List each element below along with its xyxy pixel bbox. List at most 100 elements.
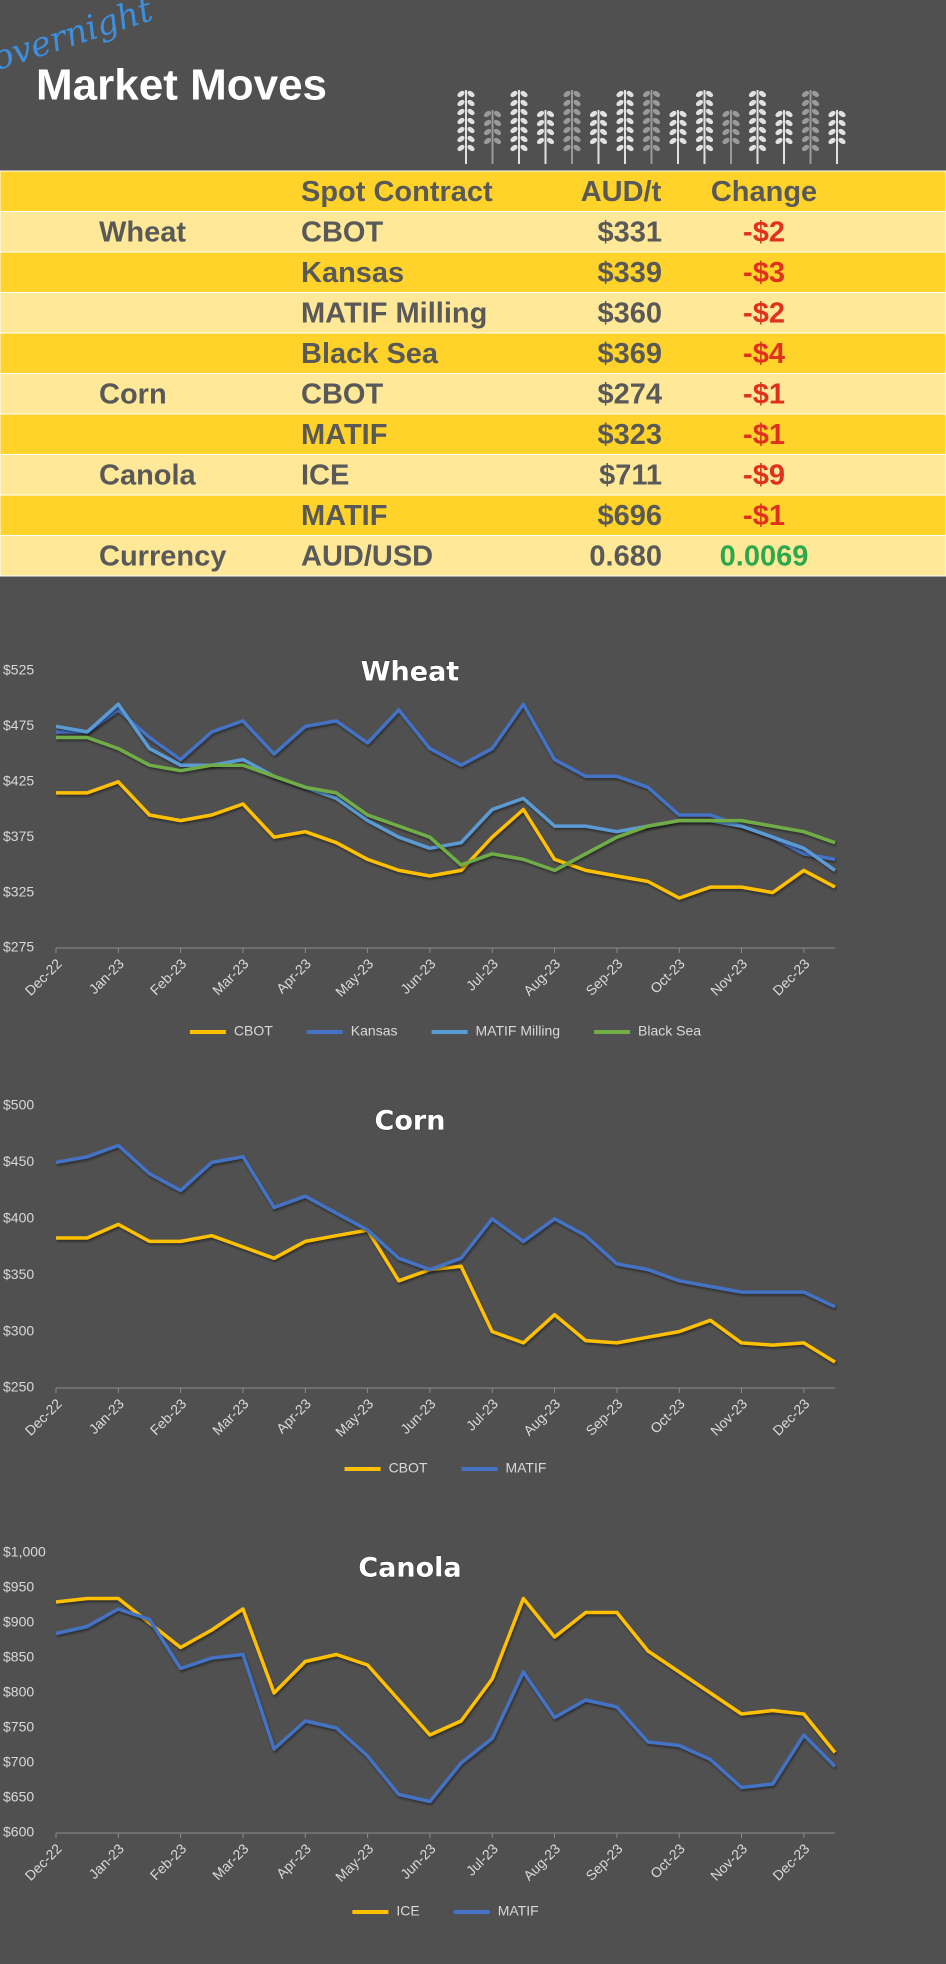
wheat-grain (563, 126, 571, 134)
wheat-grain (563, 144, 571, 152)
wheat-grain (616, 117, 624, 125)
wheat-grain (510, 135, 518, 143)
wheat-grain (775, 137, 783, 145)
wheat-grain (838, 119, 846, 127)
wheat-grain (589, 128, 598, 136)
wheat-grain (626, 99, 634, 107)
wheat-grain (785, 137, 793, 145)
series-line (56, 735, 836, 873)
wheat-grain (801, 108, 810, 116)
wheat-grain (652, 108, 661, 116)
wheat-grain (722, 119, 730, 127)
wheat-grain (599, 128, 608, 136)
wheat-grain (493, 110, 502, 118)
wheat-grain (510, 126, 518, 134)
price: $360 (597, 297, 662, 329)
wheat-grain (599, 137, 608, 145)
contract: Kansas (301, 257, 404, 289)
commodity: Wheat (99, 216, 186, 248)
wheat-grain (758, 99, 767, 107)
wheat-grain (811, 90, 820, 98)
wheat-grain (722, 137, 730, 145)
wheat-grain (695, 126, 704, 134)
wheat-grain (748, 126, 757, 134)
legend: ICE MATIF (352, 1903, 539, 1919)
legend-label: CBOT (389, 1460, 428, 1476)
column-header: AUD/t (581, 176, 662, 208)
wheat-grain (589, 137, 598, 145)
wheat-grain (616, 108, 624, 116)
legend-label: Kansas (351, 1023, 398, 1039)
table-row (0, 251, 946, 293)
wheat-grain (695, 108, 704, 116)
y-tick-label: $750 (3, 1719, 34, 1735)
wheat-grain (758, 90, 767, 98)
y-tick-label: $350 (3, 1266, 34, 1282)
y-tick-label: $800 (3, 1684, 34, 1700)
wheat-grain (748, 117, 757, 125)
wheat-grain (722, 110, 730, 118)
wheat-grain (679, 119, 687, 127)
wheat-grain (695, 90, 704, 98)
wheat-icons (457, 90, 846, 164)
wheat-grain (493, 119, 502, 127)
price: $369 (597, 338, 662, 370)
y-tick-label: $275 (3, 939, 34, 955)
wheat-grain (563, 90, 571, 98)
wheat-grain (642, 90, 651, 98)
wheat-grain (838, 110, 846, 118)
commodity: Currency (99, 540, 226, 572)
wheat-grain (510, 144, 518, 152)
wheat-grain (758, 135, 767, 143)
contract: MATIF (301, 419, 387, 451)
wheat-grain (801, 117, 810, 125)
wheat-grain (626, 108, 634, 116)
price: $331 (597, 216, 662, 248)
y-tick-label: $475 (3, 717, 34, 733)
wheat-grain (589, 119, 598, 127)
wheat-grain (642, 126, 651, 134)
wheat-grain (546, 137, 555, 145)
wheat-grain (546, 119, 555, 127)
y-tick-label: $525 (3, 662, 34, 678)
price: $696 (597, 500, 662, 532)
y-tick-label: $250 (3, 1379, 34, 1395)
wheat-grain (705, 135, 714, 143)
wheat-grain (520, 135, 528, 143)
y-tick-label: $375 (3, 828, 34, 844)
wheat-grain (457, 144, 465, 152)
wheat-grain (642, 117, 651, 125)
change: -$2 (743, 297, 785, 329)
wheat-grain (811, 99, 820, 107)
wheat-grain (695, 144, 704, 152)
wheat-grain (457, 99, 465, 107)
wheat-grain (616, 90, 624, 98)
wheat-grain (748, 90, 757, 98)
contract: MATIF Milling (301, 297, 487, 329)
wheat-grain (467, 126, 475, 134)
wheat-grain (467, 135, 475, 143)
wheat-grain (669, 119, 677, 127)
wheat-grain (510, 117, 518, 125)
wheat-grain (616, 99, 624, 107)
wheat-grain (669, 137, 677, 145)
legend-label: ICE (396, 1903, 419, 1919)
price: $323 (597, 419, 662, 451)
wheat-grain (573, 90, 581, 98)
wheat-grain (573, 108, 581, 116)
price: $711 (599, 459, 662, 491)
wheat-grain (695, 135, 704, 143)
wheat-grain (573, 144, 581, 152)
wheat-grain (775, 128, 783, 136)
y-tick-label: $300 (3, 1322, 34, 1338)
wheat-grain (573, 117, 581, 125)
wheat-grain (616, 135, 624, 143)
series-line (55, 1143, 836, 1309)
wheat-grain (748, 144, 757, 152)
wheat-grain (705, 99, 714, 107)
series-line (55, 1596, 837, 1754)
wheat-grain (626, 144, 634, 152)
wheat-grain (467, 99, 475, 107)
legend: CBOT Kansas MATIF Milling Black Sea (189, 1023, 701, 1039)
